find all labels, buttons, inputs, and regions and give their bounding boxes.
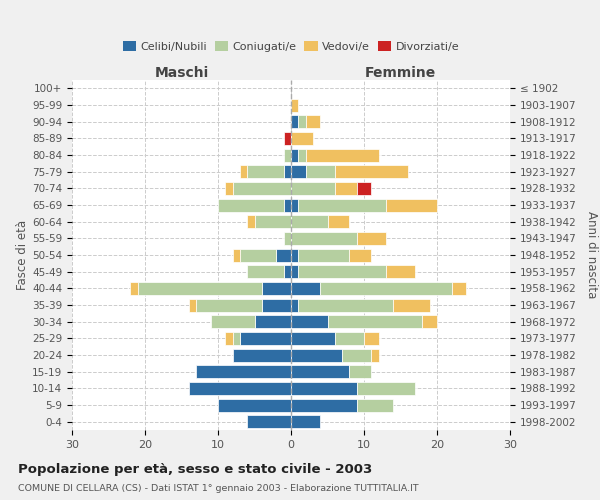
Bar [240,332,291,345]
Bar [342,348,371,362]
Bar [298,148,305,162]
Bar [291,332,335,345]
Bar [226,182,233,195]
Bar [233,332,240,345]
Bar [138,282,262,295]
Bar [291,348,342,362]
Bar [291,165,305,178]
Bar [291,248,298,262]
Bar [189,298,196,312]
Bar [386,198,437,211]
Y-axis label: Fasce di età: Fasce di età [16,220,29,290]
Bar [305,148,379,162]
Bar [452,282,466,295]
Bar [247,415,291,428]
Bar [284,198,291,211]
Bar [254,215,291,228]
Bar [386,265,415,278]
Bar [298,265,386,278]
Bar [130,282,138,295]
Text: COMUNE DI CELLARA (CS) - Dati ISTAT 1° gennaio 2003 - Elaborazione TUTTITALIA.IT: COMUNE DI CELLARA (CS) - Dati ISTAT 1° g… [18,484,419,493]
Bar [291,215,328,228]
Bar [305,115,320,128]
Bar [284,132,291,145]
Bar [196,298,262,312]
Bar [364,332,379,345]
Bar [291,98,298,112]
Bar [247,165,284,178]
Bar [422,315,437,328]
Bar [218,198,284,211]
Bar [298,115,305,128]
Bar [262,282,291,295]
Bar [328,315,422,328]
Bar [305,165,335,178]
Bar [284,265,291,278]
Bar [240,248,277,262]
Bar [335,165,408,178]
Bar [291,282,320,295]
Bar [291,382,356,395]
Bar [291,198,298,211]
Legend: Celibi/Nubili, Coniugati/e, Vedovi/e, Divorziati/e: Celibi/Nubili, Coniugati/e, Vedovi/e, Di… [118,36,464,56]
Bar [211,315,254,328]
Y-axis label: Anni di nascita: Anni di nascita [585,212,598,298]
Bar [291,232,356,245]
Bar [371,348,379,362]
Bar [335,332,364,345]
Bar [356,182,371,195]
Bar [328,215,349,228]
Text: Popolazione per età, sesso e stato civile - 2003: Popolazione per età, sesso e stato civil… [18,462,372,475]
Bar [335,182,356,195]
Bar [291,265,298,278]
Bar [291,398,356,411]
Bar [320,282,452,295]
Bar [284,165,291,178]
Bar [254,315,291,328]
Bar [298,198,386,211]
Bar [247,215,254,228]
Bar [189,382,291,395]
Bar [291,298,298,312]
Bar [291,365,349,378]
Bar [291,182,335,195]
Bar [349,365,371,378]
Bar [291,315,328,328]
Bar [356,232,386,245]
Bar [356,382,415,395]
Bar [233,348,291,362]
Bar [196,365,291,378]
Bar [291,415,320,428]
Bar [393,298,430,312]
Bar [298,248,349,262]
Bar [356,398,393,411]
Text: Femmine: Femmine [365,66,436,80]
Bar [298,298,393,312]
Bar [291,148,298,162]
Bar [284,148,291,162]
Bar [349,248,371,262]
Bar [277,248,291,262]
Bar [291,115,298,128]
Bar [226,332,233,345]
Bar [262,298,291,312]
Bar [284,232,291,245]
Text: Maschi: Maschi [154,66,209,80]
Bar [233,182,291,195]
Bar [240,165,247,178]
Bar [233,248,240,262]
Bar [291,132,313,145]
Bar [218,398,291,411]
Bar [247,265,284,278]
